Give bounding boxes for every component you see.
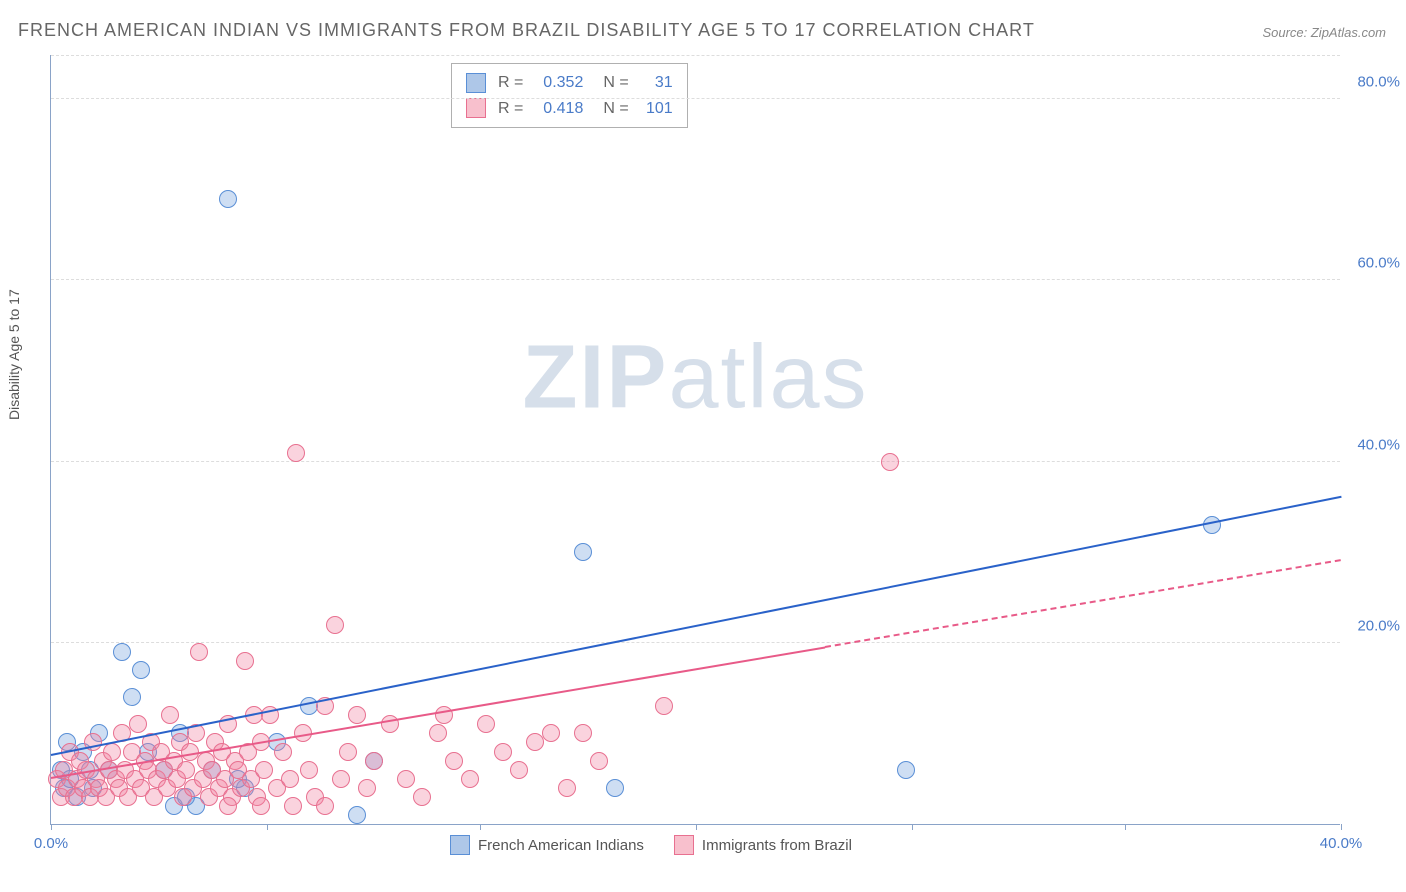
data-point [190, 643, 208, 661]
data-point [590, 752, 608, 770]
data-point [397, 770, 415, 788]
plot-region: ZIPatlas R =0.352N =31R =0.418N =101 20.… [50, 55, 1340, 825]
correlation-legend: R = 0.352 N = 31 R = 0.418 N = 101 [451, 63, 688, 128]
data-point [255, 761, 273, 779]
y-axis-label: Disability Age 5 to 17 [6, 289, 22, 420]
data-point [413, 788, 431, 806]
gridline [51, 461, 1340, 462]
n-label: N = [603, 96, 628, 122]
watermark-rest: atlas [668, 327, 868, 427]
data-point [219, 190, 237, 208]
x-tick [912, 824, 913, 830]
data-point [655, 697, 673, 715]
legend-label: Immigrants from Brazil [702, 837, 852, 854]
data-point [574, 543, 592, 561]
legend-item: Immigrants from Brazil [674, 835, 852, 855]
data-point [236, 652, 254, 670]
data-point [326, 616, 344, 634]
data-point [1203, 516, 1221, 534]
legend-swatch [450, 835, 470, 855]
data-point [219, 797, 237, 815]
x-tick-label: 40.0% [1320, 835, 1363, 852]
data-point [365, 752, 383, 770]
data-point [477, 715, 495, 733]
data-point [358, 779, 376, 797]
r-label: R = [498, 70, 523, 96]
r-label: R = [498, 96, 523, 122]
series-legend: French American Indians Immigrants from B… [450, 835, 852, 855]
data-point [316, 797, 334, 815]
n-label: N = [603, 70, 628, 96]
data-point [132, 661, 150, 679]
legend-swatch [466, 98, 486, 118]
x-tick [267, 824, 268, 830]
data-point [123, 688, 141, 706]
legend-label: French American Indians [478, 837, 644, 854]
y-tick-label: 20.0% [1357, 617, 1400, 634]
legend-row: R = 0.418 N = 101 [466, 96, 673, 122]
data-point [429, 724, 447, 742]
legend-swatch [466, 73, 486, 93]
data-point [339, 743, 357, 761]
n-value: 31 [637, 70, 673, 96]
data-point [113, 643, 131, 661]
r-value: 0.418 [531, 96, 583, 122]
gridline [51, 642, 1340, 643]
gridline [51, 279, 1340, 280]
x-tick [51, 824, 52, 830]
data-point [129, 715, 147, 733]
chart-title: FRENCH AMERICAN INDIAN VS IMMIGRANTS FRO… [18, 20, 1035, 41]
data-point [510, 761, 528, 779]
y-tick-label: 80.0% [1357, 74, 1400, 91]
y-tick-label: 40.0% [1357, 436, 1400, 453]
watermark: ZIPatlas [522, 326, 868, 429]
data-point [287, 444, 305, 462]
data-point [281, 770, 299, 788]
source-attribution: Source: ZipAtlas.com [1262, 25, 1386, 40]
legend-row: R = 0.352 N = 31 [466, 70, 673, 96]
data-point [881, 453, 899, 471]
y-tick-label: 60.0% [1357, 255, 1400, 272]
data-point [897, 761, 915, 779]
data-point [300, 761, 318, 779]
data-point [284, 797, 302, 815]
x-tick [1341, 824, 1342, 830]
data-point [445, 752, 463, 770]
trend-line [825, 559, 1341, 648]
data-point [177, 761, 195, 779]
gridline [51, 98, 1340, 99]
data-point [103, 743, 121, 761]
data-point [274, 743, 292, 761]
x-tick [696, 824, 697, 830]
data-point [252, 797, 270, 815]
data-point [606, 779, 624, 797]
data-point [574, 724, 592, 742]
data-point [526, 733, 544, 751]
data-point [348, 806, 366, 824]
watermark-bold: ZIP [522, 327, 668, 427]
legend-swatch [674, 835, 694, 855]
x-tick-label: 0.0% [34, 835, 68, 852]
data-point [348, 706, 366, 724]
data-point [542, 724, 560, 742]
n-value: 101 [637, 96, 673, 122]
gridline [51, 55, 1340, 56]
legend-item: French American Indians [450, 835, 644, 855]
x-tick [480, 824, 481, 830]
data-point [332, 770, 350, 788]
chart-area: ZIPatlas R =0.352N =31R =0.418N =101 20.… [50, 55, 1340, 825]
data-point [558, 779, 576, 797]
data-point [461, 770, 479, 788]
data-point [494, 743, 512, 761]
r-value: 0.352 [531, 70, 583, 96]
x-tick [1125, 824, 1126, 830]
data-point [161, 706, 179, 724]
trend-line [51, 496, 1341, 756]
